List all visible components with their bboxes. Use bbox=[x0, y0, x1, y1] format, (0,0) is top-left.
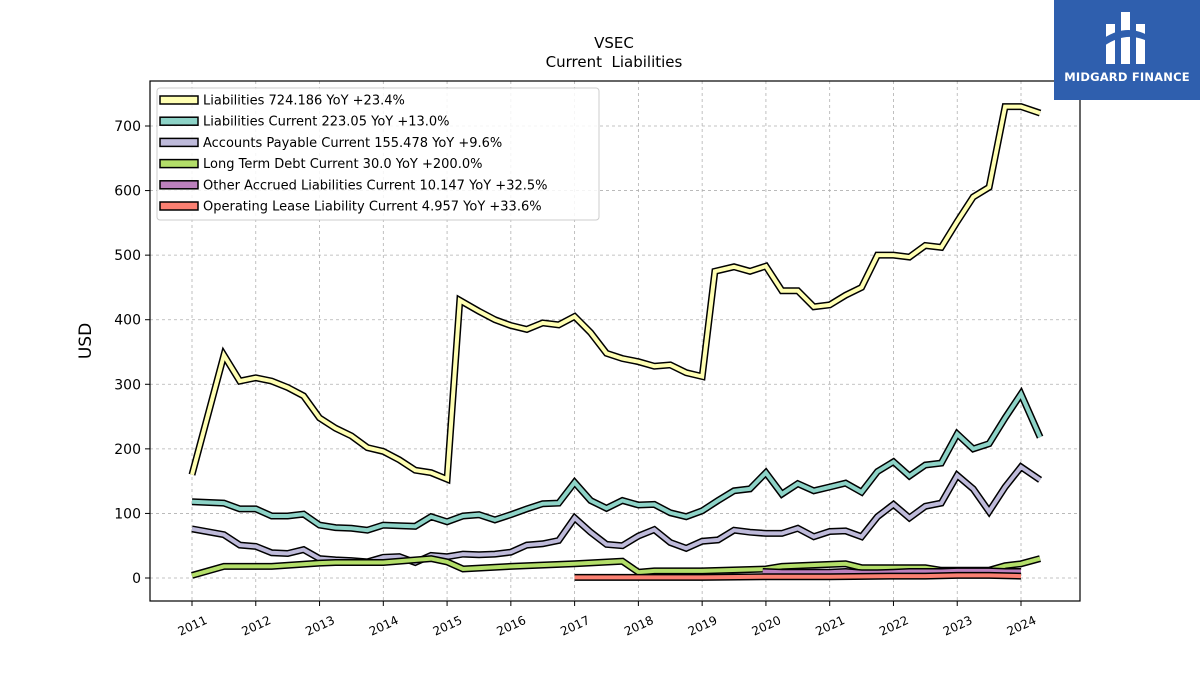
brand-logo: MIDGARD FINANCE bbox=[1054, 0, 1200, 100]
x-tick-label: 2011 bbox=[176, 613, 210, 639]
x-tick-label: 2021 bbox=[813, 613, 847, 639]
plot-frame bbox=[149, 80, 1081, 602]
legend-item: Other Accrued Liabilities Current 10.147… bbox=[159, 178, 548, 193]
chart-subtitle: Current Liabilities bbox=[546, 53, 683, 71]
y-tick-label: 100 bbox=[114, 506, 141, 522]
x-tick-label: 2022 bbox=[877, 613, 911, 639]
legend-label: Long Term Debt Current 30.0 YoY +200.0% bbox=[203, 157, 482, 172]
series-fill bbox=[574, 573, 1022, 580]
series-line bbox=[762, 567, 1021, 577]
legend-item: Liabilities 724.186 YoY +23.4% bbox=[159, 94, 405, 109]
series-line bbox=[574, 571, 1022, 581]
series-line bbox=[188, 103, 1042, 485]
legend-item: Long Term Debt Current 30.0 YoY +200.0% bbox=[159, 157, 482, 172]
legend-item: Operating Lease Liability Current 4.957 … bbox=[159, 200, 542, 215]
y-tick-label: 0 bbox=[132, 571, 141, 587]
legend-swatch bbox=[159, 95, 199, 105]
chart-title: VSEC bbox=[594, 34, 634, 52]
x-tick-label: 2024 bbox=[1005, 613, 1039, 639]
series-line bbox=[191, 386, 1044, 534]
y-tick-label: 200 bbox=[114, 442, 141, 458]
x-tick-label: 2016 bbox=[495, 613, 529, 639]
legend-swatch bbox=[159, 137, 199, 148]
y-axis-label: USD bbox=[76, 323, 96, 359]
x-tick-label: 2013 bbox=[303, 613, 337, 639]
legend-label: Other Accrued Liabilities Current 10.147… bbox=[203, 178, 548, 193]
legend-swatch bbox=[159, 116, 199, 126]
legend-swatch bbox=[159, 180, 199, 190]
series-fill bbox=[191, 389, 1042, 533]
y-tick-label: 500 bbox=[114, 248, 141, 264]
x-tick-label: 2015 bbox=[431, 613, 465, 639]
x-tick-label: 2012 bbox=[239, 613, 273, 639]
x-tick-label: 2014 bbox=[367, 613, 401, 639]
legend-swatch bbox=[159, 201, 199, 211]
series-fill bbox=[762, 568, 1021, 575]
series-fill bbox=[190, 104, 1041, 483]
legend-swatch bbox=[159, 158, 199, 169]
logo-text: MIDGARD FINANCE bbox=[1064, 70, 1190, 84]
x-tick-label: 2017 bbox=[558, 613, 592, 639]
y-tick-label: 400 bbox=[114, 313, 141, 329]
legend-label: Liabilities 724.186 YoY +23.4% bbox=[203, 94, 405, 109]
x-tick-label: 2019 bbox=[686, 613, 720, 639]
legend-label: Liabilities Current 223.05 YoY +13.0% bbox=[203, 115, 450, 130]
legend-box bbox=[156, 87, 600, 221]
x-tick-label: 2018 bbox=[622, 613, 656, 639]
x-tick-label: 2023 bbox=[941, 613, 975, 639]
legend-label: Operating Lease Liability Current 4.957 … bbox=[203, 200, 542, 215]
y-tick-label: 300 bbox=[114, 377, 141, 393]
x-tick-label: 2020 bbox=[750, 613, 784, 639]
midgard-logo-icon bbox=[1104, 12, 1149, 64]
legend-item: Accounts Payable Current 155.478 YoY +9.… bbox=[159, 136, 502, 151]
y-tick-label: 600 bbox=[114, 184, 141, 200]
y-tick-label: 700 bbox=[114, 119, 141, 135]
legend-label: Accounts Payable Current 155.478 YoY +9.… bbox=[203, 136, 502, 151]
legend-item: Liabilities Current 223.05 YoY +13.0% bbox=[159, 115, 450, 130]
